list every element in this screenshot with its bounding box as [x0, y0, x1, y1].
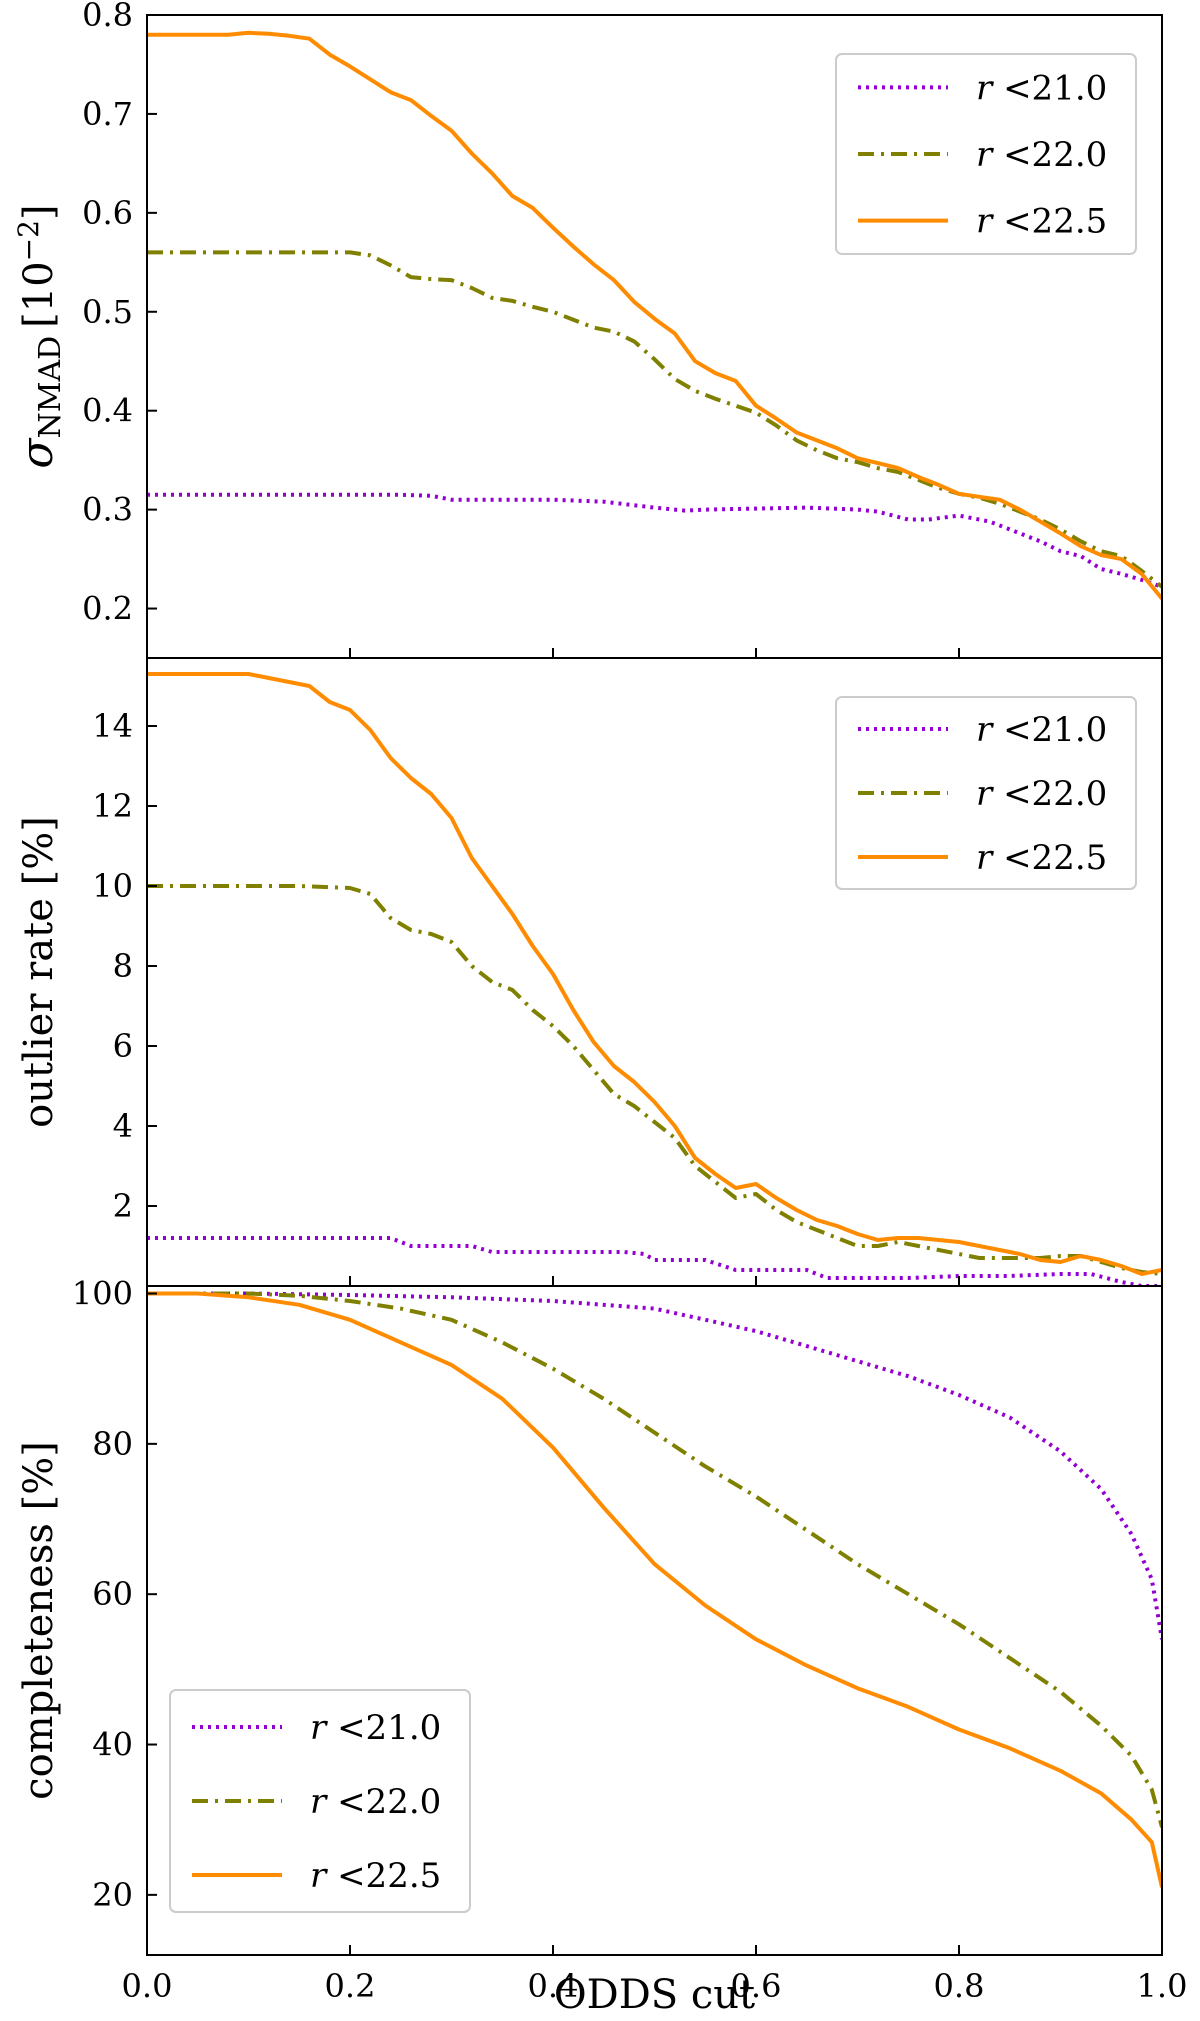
bottom-series-2-line	[147, 1291, 1162, 1828]
top-ytick-label-3: 0.5	[82, 293, 133, 331]
top-ytick-label-6: 0.8	[82, 0, 133, 34]
middle-y-axis-label: outlier rate [%]	[16, 816, 62, 1128]
bottom-legend-label-3: r <22.5	[310, 1856, 441, 1896]
bottom-xtick-label-4: 0.8	[934, 1967, 985, 2005]
middle-ytick-label-6: 14	[92, 707, 133, 745]
top-legend: r <21.0 r <22.0 r <22.5	[835, 53, 1137, 255]
top-series-3-line	[147, 30, 1162, 600]
panel-bottom: 20 40 60 80 100 0.0 0.2 0.4 0.6 0.8 1.0 ODDS cut com…	[16, 1275, 1187, 2018]
top-series-1-line	[147, 492, 1162, 589]
top-legend-box	[835, 53, 1137, 255]
bottom-series-3-line	[147, 1291, 1162, 1888]
top-legend-label-3: r <22.5	[976, 202, 1107, 242]
bottom-y-axis-label: completeness [%]	[16, 1441, 62, 1800]
bottom-xtick-label-1: 0.2	[325, 1967, 376, 2005]
middle-legend-label-2: r <22.0	[976, 774, 1107, 814]
middle-ytick-label-3: 8	[113, 947, 133, 985]
top-ytick-label-5: 0.7	[82, 95, 133, 133]
bottom-legend-label-2: r <22.0	[310, 1782, 441, 1822]
bottom-ytick-label-0: 20	[92, 1876, 133, 1914]
middle-ytick-label-1: 4	[113, 1107, 133, 1145]
middle-series-1-line	[147, 1236, 1162, 1286]
bottom-xtick-label-2: 0.4	[528, 1967, 579, 2005]
bottom-legend: r <21.0 r <22.0 r <22.5	[169, 1689, 471, 1913]
bottom-ytick-label-1: 40	[92, 1726, 133, 1764]
bottom-xtick-label-5: 1.0	[1137, 1967, 1188, 2005]
middle-series-2-line	[147, 884, 1162, 1276]
top-legend-label-2: r <22.0	[976, 135, 1107, 175]
top-ytick-label-0: 0.2	[82, 590, 133, 628]
bottom-axes-frame	[146, 1285, 1163, 1956]
bottom-xtick-label-3: 0.6	[731, 1967, 782, 2005]
bottom-legend-box	[169, 1689, 471, 1913]
middle-ytick-label-5: 12	[92, 787, 133, 825]
middle-legend-label-1: r <21.0	[976, 710, 1107, 750]
middle-ytick-label-2: 6	[113, 1027, 133, 1065]
top-ytick-label-1: 0.3	[82, 491, 133, 529]
middle-legend-box	[835, 696, 1137, 890]
top-y-axis-label: σNMAD[10−2]	[12, 204, 68, 468]
top-legend-label-1: r <21.0	[976, 68, 1107, 108]
bottom-xtick-label-0: 0.0	[122, 1967, 173, 2005]
bottom-legend-label-1: r <21.0	[310, 1708, 441, 1748]
middle-series-3-line	[147, 672, 1162, 1276]
middle-legend-label-3: r <22.5	[976, 838, 1107, 878]
top-ytick-label-2: 0.4	[82, 392, 133, 430]
bottom-series-1-line	[147, 1291, 1162, 1640]
bottom-ytick-label-2: 60	[92, 1575, 133, 1613]
top-series-2-line	[147, 250, 1162, 589]
middle-ytick-label-4: 10	[92, 867, 133, 905]
middle-legend: r <21.0 r <22.0 r <22.5	[835, 696, 1137, 890]
panel-middle: 2 4 6 8 10 12 14 outlier rate [%] r <21.0 r <22.0…	[16, 657, 1163, 1287]
bottom-ytick-label-3: 80	[92, 1425, 133, 1463]
x-axis-label: ODDS cut	[554, 1972, 755, 2018]
top-ytick-label-4: 0.6	[82, 194, 133, 232]
bottom-ytick-label-4: 100	[72, 1275, 133, 1313]
middle-ytick-label-0: 2	[113, 1187, 133, 1225]
